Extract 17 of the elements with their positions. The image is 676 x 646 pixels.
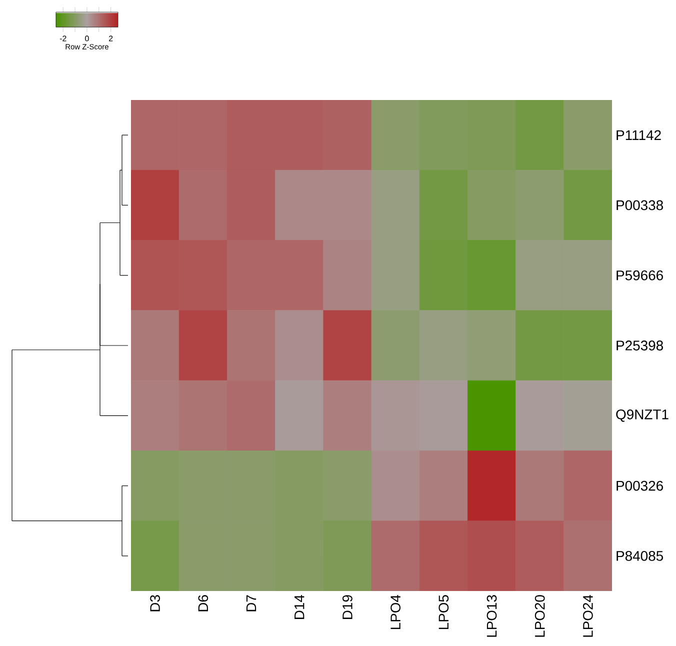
x-tick-label: LPO20 bbox=[534, 595, 545, 637]
y-tick-label: P84085 bbox=[616, 550, 664, 561]
x-tick-label: LPO13 bbox=[486, 595, 497, 637]
y-tick-label: P00338 bbox=[616, 200, 664, 210]
y-tick-label: P25398 bbox=[616, 340, 664, 350]
y-tick-label: P11142 bbox=[616, 130, 661, 140]
x-tick-label: D14 bbox=[294, 594, 304, 619]
x-tick-label: LPO24 bbox=[583, 594, 593, 637]
x-tick-label: D3 bbox=[150, 595, 160, 612]
y-tick-label: Q9NZT1 bbox=[616, 409, 668, 422]
x-tick-label: D7 bbox=[246, 595, 256, 612]
x-tick-label: D19 bbox=[342, 595, 352, 619]
y-tick-label: P59666 bbox=[616, 270, 663, 280]
x-tick-label: D6 bbox=[198, 595, 208, 612]
y-tick-label: P00326 bbox=[616, 480, 663, 491]
x-tick-label: LPO5 bbox=[438, 595, 449, 630]
x-tick-label: LPO4 bbox=[390, 594, 400, 630]
